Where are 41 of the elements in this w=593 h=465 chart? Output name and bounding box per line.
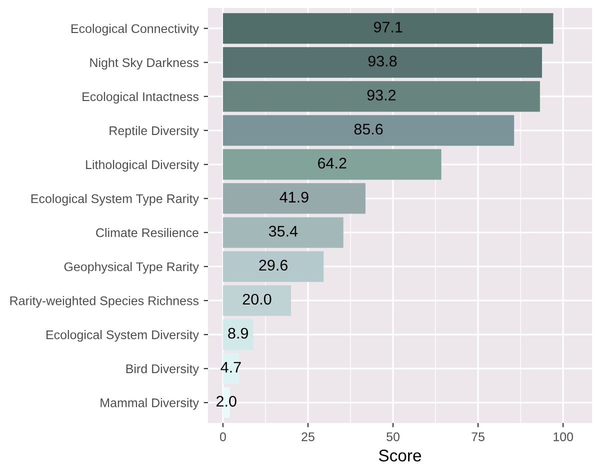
data-label: 20.0 (242, 294, 272, 305)
data-label: 97.1 (374, 22, 402, 33)
x-tick-label: 0 (220, 432, 226, 442)
y-tick-label: Mammal Diversity (100, 398, 199, 410)
bar (222, 217, 344, 248)
x-axis-title: Score (378, 450, 422, 462)
y-tick-label: Ecological System Diversity (46, 330, 199, 342)
bar (222, 47, 542, 78)
data-label: 64.2 (318, 158, 346, 169)
bar (222, 115, 514, 146)
bar (222, 183, 366, 214)
data-label: 8.9 (228, 328, 248, 339)
bar (222, 251, 324, 282)
data-label: 85.6 (354, 124, 383, 135)
bar (222, 13, 554, 44)
bar (222, 353, 239, 384)
y-tick-label: Ecological System Type Rarity (31, 194, 199, 206)
data-label: 29.6 (259, 260, 288, 271)
bar (222, 285, 291, 316)
y-tick-label: Climate Resilience (96, 228, 198, 238)
bar (222, 149, 442, 180)
y-tick-label: Lithological Diversity (86, 160, 199, 172)
y-tick-label: Ecological Connectivity (71, 24, 199, 36)
y-tick-label: Night Sky Darkness (90, 58, 199, 70)
data-label: 93.2 (367, 90, 396, 101)
y-tick-label: Rarity-weighted Species Richness (10, 296, 199, 308)
x-tick-label: 75 (472, 432, 484, 442)
x-tick-label: 100 (554, 432, 574, 442)
y-tick-label: Bird Diversity (126, 364, 199, 376)
bar (222, 319, 254, 350)
bar (222, 81, 540, 112)
x-tick-label: 50 (386, 432, 400, 442)
y-tick-label: Geophysical Type Rarity (64, 262, 199, 274)
x-tick-label: 25 (302, 432, 314, 442)
data-label: 35.4 (268, 226, 298, 237)
data-label: 93.8 (368, 56, 397, 67)
y-tick-label: Ecological Intactness (82, 92, 199, 104)
data-label: 4.7 (220, 362, 241, 373)
y-tick-label: Reptile Diversity (110, 126, 199, 138)
data-label: 2.0 (216, 396, 236, 407)
data-label: 41.9 (280, 192, 308, 203)
